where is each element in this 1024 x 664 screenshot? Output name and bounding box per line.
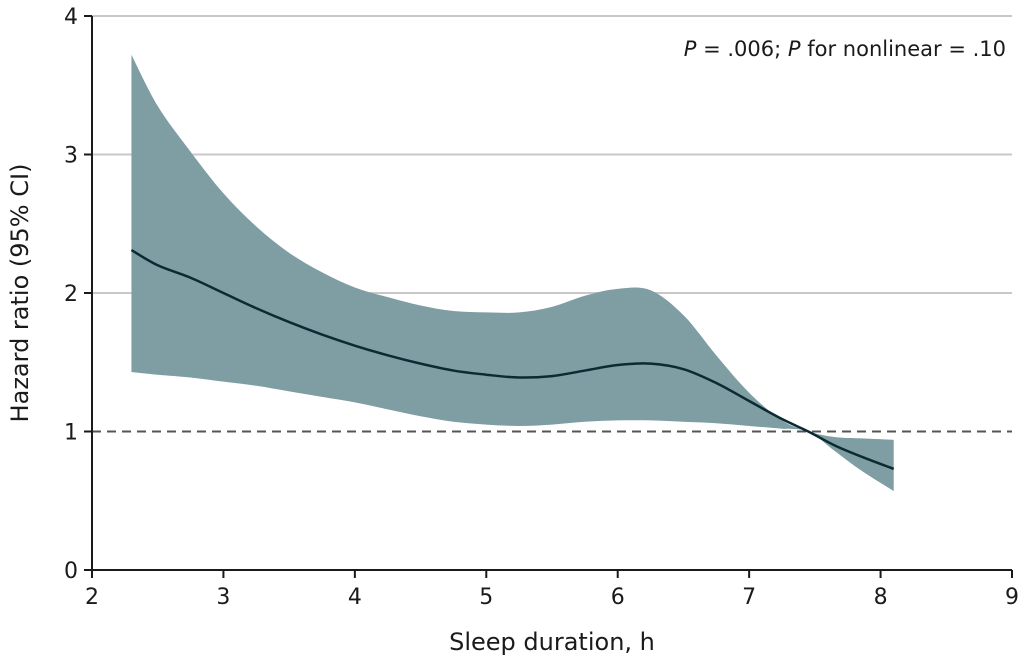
y-tick-label-1: 1	[64, 421, 78, 446]
p-nonlinear-italic-label: P	[788, 37, 801, 61]
y-tick-label-4: 4	[64, 5, 78, 30]
p-value-annotation: P = .006; P for nonlinear = .10	[684, 37, 1006, 61]
x-tick-label-6: 6	[611, 585, 625, 610]
y-tick-label-3: 3	[64, 144, 78, 169]
p-value-text: = .006;	[696, 37, 787, 61]
hazard-ratio-curve	[130, 248, 895, 471]
y-axis-title: Hazard ratio (95% CI)	[6, 164, 34, 423]
x-axis-ticks: 2 3 4 5 6 7 8 9	[85, 570, 1019, 610]
x-tick-label-8: 8	[874, 585, 888, 610]
x-axis-title: Sleep duration, h	[449, 628, 655, 656]
y-tick-label-2: 2	[64, 282, 78, 307]
x-tick-label-5: 5	[479, 585, 493, 610]
x-tick-label-2: 2	[85, 585, 99, 610]
x-tick-label-4: 4	[348, 585, 362, 610]
confidence-interval-band	[131, 54, 894, 492]
y-axis-ticks: 0 1 2 3 4	[64, 5, 92, 584]
x-tick-label-9: 9	[1005, 585, 1019, 610]
x-tick-label-3: 3	[216, 585, 230, 610]
y-tick-label-0: 0	[64, 559, 78, 584]
x-tick-label-7: 7	[742, 585, 756, 610]
p-nonlinear-text: for nonlinear = .10	[801, 37, 1006, 61]
p-italic-label: P	[684, 37, 697, 61]
